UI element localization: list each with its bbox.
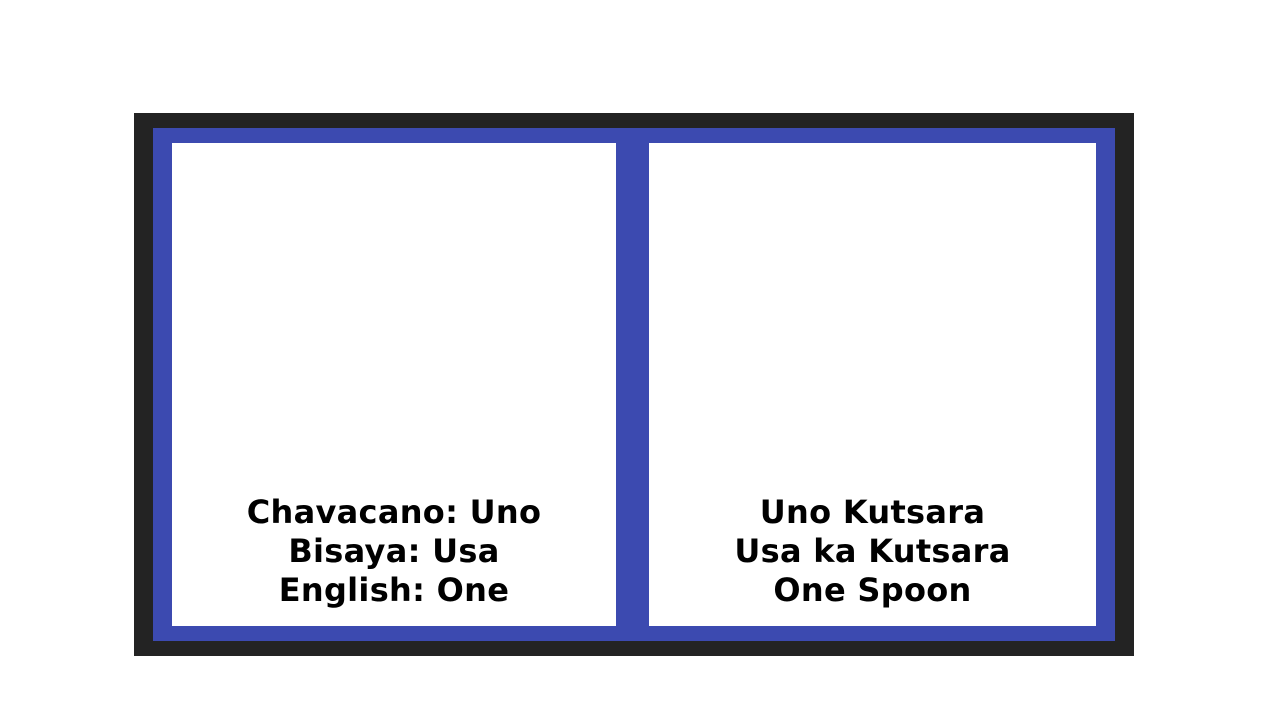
chavacano-phrase-label: Uno Kutsara	[759, 493, 986, 531]
chavacano-number-label: Chavacano: Uno	[246, 493, 542, 531]
outer-frame: Chavacano: Uno Bisaya: Usa English: One …	[134, 113, 1134, 656]
bisaya-phrase-label: Usa ka Kutsara	[734, 532, 1011, 570]
bisaya-number-label: Bisaya: Usa	[288, 532, 500, 570]
english-phrase-label: One Spoon	[773, 571, 972, 609]
flashcard-board: Chavacano: Uno Bisaya: Usa English: One …	[153, 128, 1115, 641]
english-number-label: English: One	[278, 571, 510, 609]
phrase-card: Uno Kutsara Usa ka Kutsara One Spoon	[649, 143, 1096, 626]
number-card: Chavacano: Uno Bisaya: Usa English: One	[172, 143, 616, 626]
